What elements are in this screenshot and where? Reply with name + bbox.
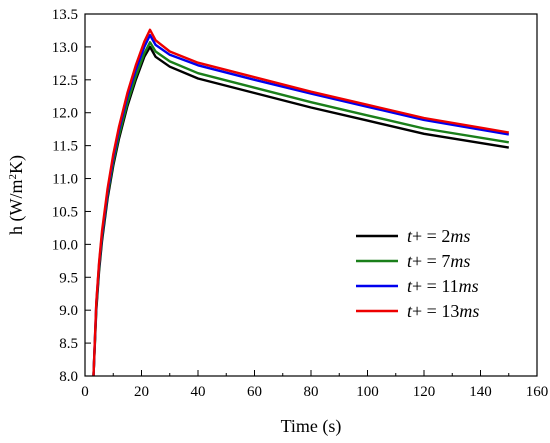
legend-label: t+ = 2ms [407, 226, 470, 246]
y-tick-label: 8.0 [59, 369, 78, 385]
legend-label: t+ = 13ms [407, 301, 479, 321]
y-tick-label: 9.5 [59, 270, 78, 286]
y-axis-title-post: K) [6, 155, 27, 174]
x-tick-label: 100 [356, 384, 379, 400]
x-tick-label: 140 [469, 384, 492, 400]
y-tick-label: 12.0 [52, 106, 78, 122]
y-tick-label: 12.5 [52, 73, 78, 89]
x-tick-label: 60 [247, 384, 262, 400]
y-axis-title: h (W/m2K) [6, 155, 27, 235]
y-axis-title-sup: 2 [7, 174, 19, 180]
plot-frame [84, 13, 538, 377]
legend-label: t+ = 11ms [407, 276, 479, 296]
series-line-3 [92, 33, 510, 376]
x-tick-label: 20 [134, 384, 149, 400]
y-axis-title-pre: h (W/m [6, 180, 27, 236]
series-layer [92, 28, 510, 376]
x-tick-label: 0 [81, 384, 89, 400]
y-tick-label: 11.0 [52, 172, 78, 188]
y-tick-label: 13.5 [52, 7, 78, 23]
legend: t+ = 2ms t+ = 7ms t+ = 11ms t+ = 13ms [356, 226, 479, 321]
x-tick-label: 160 [526, 384, 549, 400]
y-tick-label: 11.5 [52, 139, 78, 155]
ticks-layer: 0 20 40 60 80 100 120 140 160 8.0 8.5 9.0 9.5 10.0 10.… [52, 7, 549, 400]
y-tick-label: 10.5 [52, 204, 78, 220]
x-axis-title: Time (s) [281, 416, 342, 437]
y-tick-label: 9.0 [59, 303, 78, 319]
series-line-4 [92, 28, 510, 376]
x-tick-label: 120 [413, 384, 436, 400]
y-tick-label: 10.0 [52, 237, 78, 253]
x-tick-label: 80 [304, 384, 319, 400]
legend-label: t+ = 7ms [407, 251, 470, 271]
y-tick-label: 13.0 [52, 40, 78, 56]
series-line-1 [92, 45, 509, 376]
x-tick-label: 40 [191, 384, 206, 400]
y-tick-label: 8.5 [59, 336, 78, 352]
